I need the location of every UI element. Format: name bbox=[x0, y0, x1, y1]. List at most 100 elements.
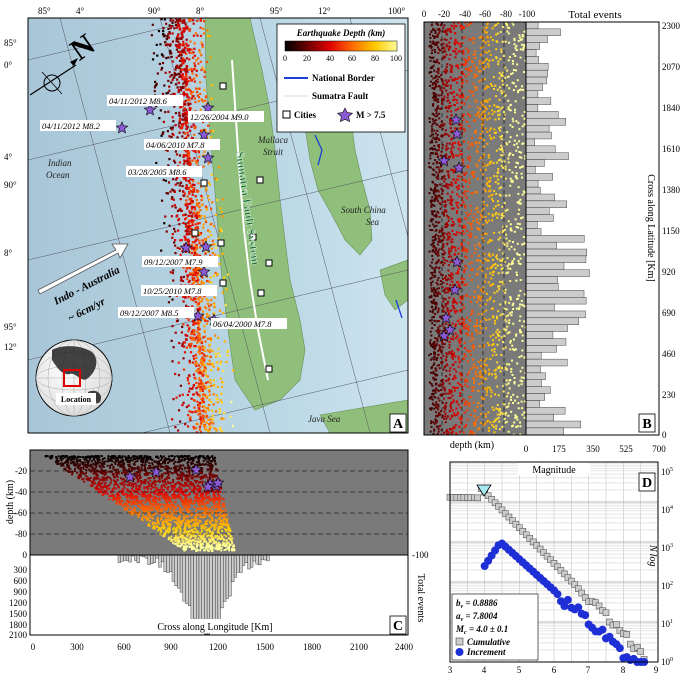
map-dot bbox=[173, 241, 176, 244]
b-dot bbox=[468, 396, 471, 399]
b-dot bbox=[492, 76, 495, 79]
b-dot bbox=[442, 55, 445, 58]
b-dot bbox=[499, 236, 502, 239]
b-dot bbox=[434, 344, 437, 347]
c-dot bbox=[188, 465, 191, 468]
b-dot bbox=[507, 32, 510, 35]
b-dot bbox=[456, 411, 459, 414]
b-dot bbox=[434, 29, 437, 32]
b-dot bbox=[446, 428, 449, 431]
c-dot bbox=[79, 466, 82, 469]
c-dot bbox=[178, 522, 181, 525]
map-dot bbox=[192, 34, 195, 37]
c-dot bbox=[136, 465, 139, 468]
b-dot bbox=[434, 108, 437, 111]
b-dot bbox=[474, 114, 477, 117]
b-dot bbox=[462, 327, 465, 330]
b-dot bbox=[430, 147, 433, 150]
b-dot bbox=[476, 405, 479, 408]
b-dot bbox=[465, 62, 468, 65]
b-dot bbox=[471, 173, 474, 176]
legend-border: National Border bbox=[312, 73, 375, 83]
map-dot bbox=[182, 51, 185, 54]
map-dot bbox=[209, 422, 212, 425]
b-dot bbox=[522, 304, 525, 307]
map-dot bbox=[194, 322, 198, 325]
b-dot bbox=[511, 241, 514, 244]
b-dot bbox=[499, 280, 502, 283]
map-dot bbox=[174, 183, 177, 186]
c-dot bbox=[167, 524, 170, 527]
b-dot bbox=[459, 175, 462, 178]
map-dot bbox=[201, 399, 204, 402]
b-dot bbox=[431, 274, 434, 277]
b-dot bbox=[497, 117, 500, 120]
b-dot bbox=[473, 171, 476, 174]
b-dot bbox=[495, 131, 498, 134]
place-mallaca-1: Mallaca bbox=[257, 135, 288, 145]
b-dot bbox=[461, 250, 464, 253]
b-star bbox=[443, 323, 457, 336]
b-dot bbox=[457, 175, 460, 178]
b-dot bbox=[455, 233, 458, 236]
map-dot bbox=[178, 111, 181, 114]
map-dot bbox=[216, 401, 219, 404]
map-dot bbox=[189, 40, 192, 43]
map-dot bbox=[192, 189, 196, 192]
b-dot bbox=[484, 415, 487, 418]
b-dot bbox=[467, 55, 470, 58]
b-dot bbox=[441, 97, 444, 100]
b-dot bbox=[498, 193, 501, 196]
b-dot bbox=[471, 144, 474, 147]
map-dot bbox=[192, 247, 195, 250]
b-dot bbox=[479, 244, 482, 247]
b-dot bbox=[446, 336, 449, 339]
map-dot bbox=[201, 387, 204, 391]
b-dot bbox=[470, 335, 473, 338]
b-dot bbox=[476, 366, 479, 369]
b-dot bbox=[453, 425, 456, 428]
b-dot bbox=[443, 83, 446, 86]
b-dot bbox=[505, 22, 508, 25]
b-dot bbox=[432, 136, 435, 139]
b-dot bbox=[447, 274, 450, 277]
b-dot bbox=[502, 402, 505, 405]
b-dot bbox=[468, 319, 471, 322]
b-dot bbox=[441, 384, 444, 387]
b-dot bbox=[489, 53, 492, 56]
b-bar bbox=[525, 365, 541, 374]
b-dot bbox=[432, 168, 435, 171]
b-dot bbox=[523, 123, 526, 126]
map-dot bbox=[195, 431, 198, 433]
map-dot bbox=[187, 104, 190, 107]
map-dot bbox=[181, 34, 184, 37]
panel-b-right-ticks: 2300 2070 1840 1610 1380 1150 920 690 46… bbox=[662, 21, 681, 440]
b-dot bbox=[484, 87, 487, 90]
map-dot bbox=[179, 51, 182, 55]
c-dot bbox=[152, 521, 155, 524]
map-dot bbox=[221, 252, 224, 255]
map-dot bbox=[201, 345, 204, 348]
b-dot bbox=[441, 381, 444, 384]
map-dot bbox=[153, 90, 156, 93]
b-bar bbox=[525, 372, 546, 380]
map-dot bbox=[190, 246, 193, 249]
map-dot bbox=[165, 37, 169, 41]
b-bar bbox=[525, 262, 565, 270]
b-dot bbox=[428, 56, 431, 59]
b-dot bbox=[482, 61, 485, 64]
b-dot bbox=[521, 142, 524, 145]
b-dot bbox=[471, 60, 474, 63]
b-dot bbox=[466, 385, 469, 388]
b-dot bbox=[471, 136, 474, 139]
b-dot bbox=[471, 332, 474, 335]
b-dot bbox=[432, 120, 435, 123]
b-dot bbox=[469, 66, 472, 69]
b-dot bbox=[497, 213, 500, 216]
b-dot bbox=[431, 128, 434, 131]
b-dot bbox=[514, 399, 517, 402]
b-dot bbox=[490, 307, 493, 310]
b-dot bbox=[450, 70, 453, 73]
b-bar bbox=[525, 49, 537, 57]
b-dot bbox=[508, 140, 511, 143]
